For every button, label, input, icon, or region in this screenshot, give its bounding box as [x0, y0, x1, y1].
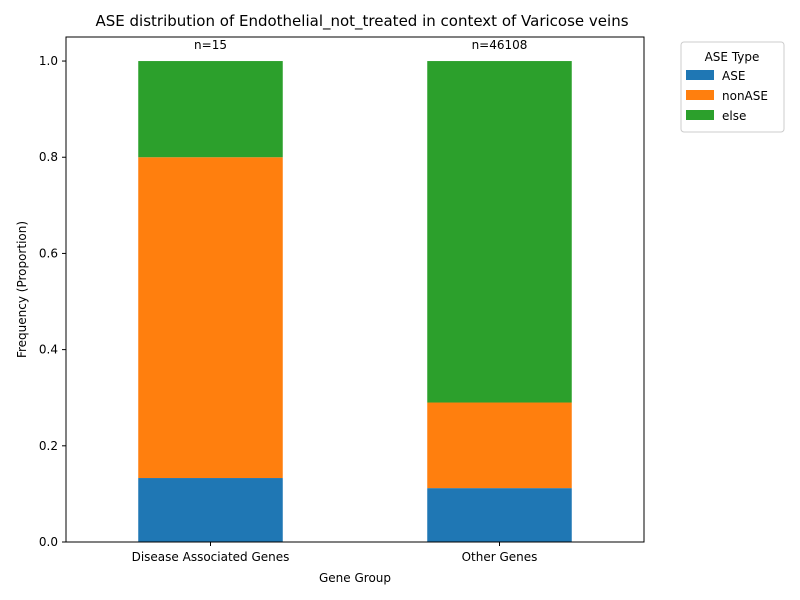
- x-axis-label: Gene Group: [319, 571, 391, 585]
- y-axis-ticks: 0.0 0.2 0.4 0.6 0.8 1.0: [39, 54, 66, 549]
- legend-label-ase: ASE: [722, 69, 745, 83]
- annotation-group: n=15 n=46108: [194, 38, 527, 52]
- y-tick-label: 0.4: [39, 343, 58, 357]
- bar-else-1: [427, 61, 572, 403]
- bar-ase-1: [427, 488, 572, 542]
- plot-frame: [65, 36, 645, 543]
- bar-count-label: n=15: [194, 38, 227, 52]
- legend: ASE Type ASE nonASE else: [680, 41, 785, 133]
- bar-else-0: [138, 61, 283, 158]
- bar-nonase-0: [138, 157, 283, 479]
- y-tick-label: 0.2: [39, 439, 58, 453]
- legend-swatch-ase: [686, 70, 714, 80]
- legend-label-else: else: [722, 109, 746, 123]
- bar-count-label: n=46108: [472, 38, 528, 52]
- x-tick-label: Disease Associated Genes: [132, 550, 290, 564]
- legend-label-nonase: nonASE: [722, 89, 768, 103]
- y-tick-label: 0.0: [39, 535, 58, 549]
- bar-ase-0: [138, 478, 283, 542]
- legend-title: ASE Type: [705, 50, 760, 64]
- chart-title: ASE distribution of Endothelial_not_trea…: [95, 12, 628, 31]
- x-tick-label: Other Genes: [462, 550, 538, 564]
- y-tick-label: 0.8: [39, 150, 58, 164]
- legend-swatch-else: [686, 110, 714, 120]
- bar-group: [138, 61, 572, 542]
- y-axis-label: Frequency (Proportion): [15, 221, 29, 358]
- bar-nonase-1: [427, 402, 572, 489]
- legend-frame: [680, 41, 785, 133]
- legend-swatch-nonase: [686, 90, 714, 100]
- x-axis-ticks: Disease Associated Genes Other Genes: [132, 542, 538, 564]
- y-tick-label: 0.6: [39, 246, 58, 260]
- y-tick-label: 1.0: [39, 54, 58, 68]
